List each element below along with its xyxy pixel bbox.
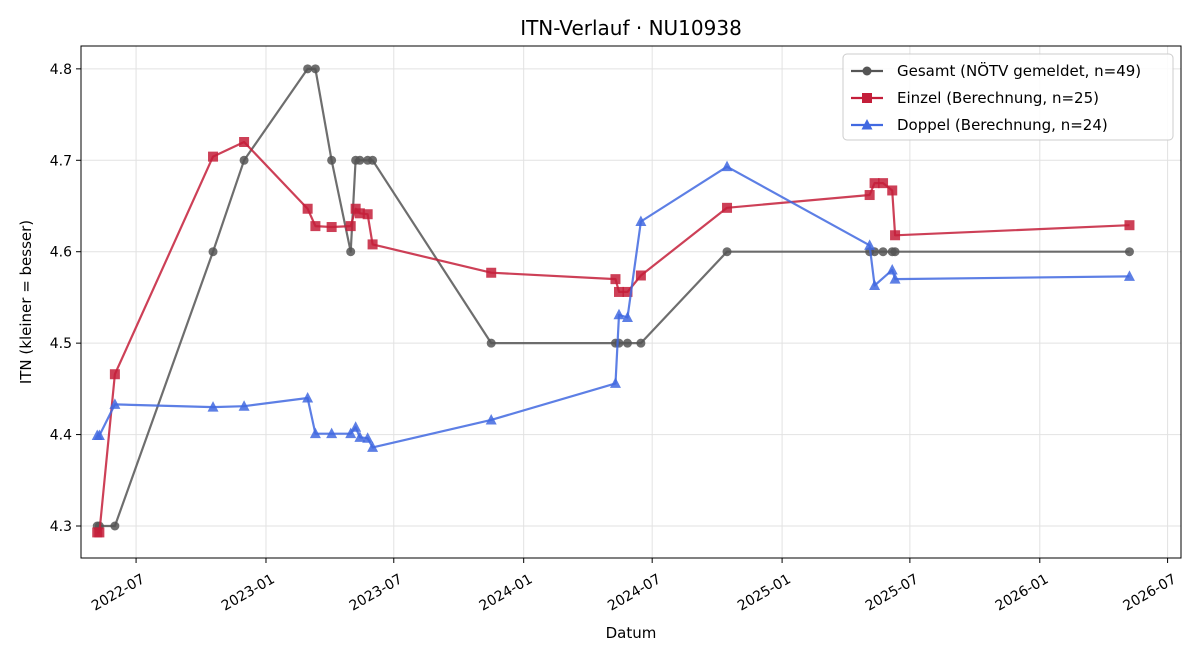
series-3-point bbox=[238, 400, 250, 411]
series-layer bbox=[91, 64, 1135, 538]
series-2-line bbox=[97, 140, 1130, 534]
series-3-point bbox=[886, 264, 898, 275]
x-tick-label: 2024-01 bbox=[477, 571, 536, 614]
series-2 bbox=[92, 137, 1135, 538]
series-1-point bbox=[303, 64, 313, 74]
x-axis-label: Datum bbox=[606, 624, 657, 642]
series-1-point bbox=[239, 155, 249, 165]
y-tick-label: 4.8 bbox=[50, 62, 72, 78]
series-2-point bbox=[302, 203, 313, 214]
series-1-point bbox=[890, 247, 900, 257]
series-3-point bbox=[609, 377, 621, 388]
legend-swatch-marker bbox=[862, 66, 872, 76]
x-tick-label: 2026-07 bbox=[1121, 571, 1180, 614]
legend-swatch-marker bbox=[862, 93, 872, 103]
series-3-point bbox=[302, 392, 314, 403]
series-1-point bbox=[208, 247, 218, 257]
y-tick-label: 4.6 bbox=[50, 245, 72, 261]
series-2-point bbox=[722, 202, 733, 213]
series-2-point bbox=[109, 369, 120, 380]
legend-box bbox=[842, 53, 1174, 141]
series-1-point bbox=[368, 155, 378, 165]
series-1-point bbox=[346, 247, 356, 257]
series-3-point bbox=[864, 239, 876, 250]
x-tick-label: 2026-01 bbox=[993, 571, 1052, 614]
x-tick-label: 2025-07 bbox=[863, 571, 922, 614]
x-tick-label: 2024-07 bbox=[605, 571, 664, 614]
series-2-point bbox=[354, 208, 365, 219]
series-3-point bbox=[326, 427, 338, 439]
series-3-point bbox=[889, 273, 901, 284]
series-2-point bbox=[345, 221, 356, 232]
series-2-point bbox=[622, 286, 633, 297]
plot-frame bbox=[80, 45, 1182, 559]
series-3 bbox=[91, 160, 1135, 452]
series-3-point bbox=[721, 160, 733, 172]
series-3-point bbox=[367, 441, 379, 452]
legend: Gesamt (NÖTV gemeldet, n=49) Einzel (Bere… bbox=[842, 53, 1174, 141]
series-3-point bbox=[350, 421, 362, 432]
series-2-point bbox=[610, 274, 621, 285]
series-2-point bbox=[878, 178, 889, 189]
series-2-point bbox=[890, 230, 901, 241]
series-3-point bbox=[207, 401, 219, 412]
series-1-point bbox=[486, 338, 496, 348]
x-tick-label: 2025-01 bbox=[735, 571, 794, 614]
x-axis: 2022-07 2023-01 2023-07 2024-01 2024-07 2025-… bbox=[89, 558, 1179, 614]
series-2-point bbox=[1124, 220, 1135, 231]
y-tick-label: 4.4 bbox=[50, 428, 72, 444]
series-3-point bbox=[109, 398, 121, 409]
series-2-point bbox=[486, 267, 497, 278]
chart-title: ITN-Verlauf · NU10938 bbox=[520, 16, 742, 40]
series-1 bbox=[92, 64, 1134, 531]
series-2-point bbox=[362, 209, 373, 220]
series-2-point bbox=[869, 178, 880, 189]
series-2-point bbox=[239, 137, 250, 147]
y-tick-label: 4.3 bbox=[50, 519, 72, 535]
series-3-point bbox=[485, 413, 497, 425]
series-2-point bbox=[613, 286, 624, 297]
series-2-point bbox=[94, 527, 105, 538]
series-3-point bbox=[635, 215, 647, 227]
series-1-point bbox=[310, 64, 320, 74]
series-2-point bbox=[367, 239, 378, 250]
series-3-point bbox=[613, 308, 625, 320]
legend-swatch-marker bbox=[861, 119, 873, 130]
series-3-point bbox=[869, 279, 881, 291]
series-2-point bbox=[326, 222, 337, 233]
series-1-point bbox=[878, 247, 888, 257]
series-1-point bbox=[622, 338, 632, 348]
series-3-line bbox=[97, 165, 1130, 449]
legend-entry-label: Einzel (Berechnung, n=25) bbox=[897, 89, 1099, 107]
series-2-point bbox=[887, 185, 898, 196]
series-3-point bbox=[309, 427, 321, 439]
series-3-point bbox=[354, 431, 366, 442]
series-1-point bbox=[614, 338, 624, 348]
y-tick-label: 4.5 bbox=[50, 336, 72, 352]
series-1-point bbox=[636, 338, 646, 348]
x-tick-label: 2023-01 bbox=[219, 571, 278, 614]
series-3-point bbox=[345, 427, 357, 439]
series-1-point bbox=[355, 155, 365, 165]
x-tick-label: 2022-07 bbox=[89, 571, 148, 614]
y-axis-label: ITN (kleiner = besser) bbox=[17, 220, 35, 384]
series-2-point bbox=[310, 221, 321, 232]
y-axis: 4.3 4.4 4.5 4.6 4.7 4.8 bbox=[50, 62, 81, 535]
series-2-point bbox=[635, 270, 646, 281]
y-tick-label: 4.7 bbox=[50, 153, 72, 169]
series-3-point bbox=[93, 429, 105, 440]
series-2-point bbox=[864, 190, 875, 201]
legend-entry-label: Doppel (Berechnung, n=24) bbox=[897, 116, 1108, 134]
series-3-point bbox=[621, 311, 633, 323]
series-1-point bbox=[327, 155, 337, 165]
series-1-point bbox=[1124, 247, 1134, 257]
series-1-point bbox=[722, 247, 732, 257]
x-tick-label: 2023-07 bbox=[347, 571, 406, 614]
series-2-point bbox=[208, 151, 219, 162]
legend-entry-label: Gesamt (NÖTV gemeldet, n=49) bbox=[897, 61, 1141, 80]
series-3-point bbox=[1123, 270, 1135, 281]
series-1-point bbox=[110, 521, 120, 531]
series-3-point bbox=[362, 432, 374, 443]
